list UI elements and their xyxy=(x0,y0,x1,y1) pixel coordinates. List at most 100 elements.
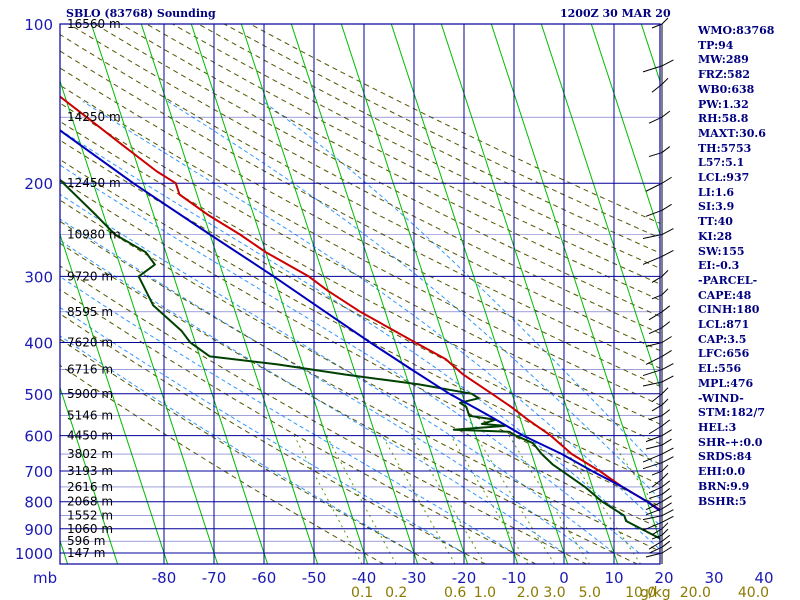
wind-barb xyxy=(661,522,669,530)
stability-index: KI:28 xyxy=(698,229,733,243)
height-label: 7620 m xyxy=(67,335,113,349)
stability-index: SRDS:84 xyxy=(698,450,752,464)
parcel-profile-line xyxy=(60,129,660,513)
stability-index: MW:289 xyxy=(698,53,749,67)
dry-adiabat-line xyxy=(60,220,660,552)
wind-barb xyxy=(645,508,663,516)
wind-barb xyxy=(661,270,669,277)
stability-index: EI:-0.3 xyxy=(698,259,740,273)
mixing-ratio-line xyxy=(409,435,486,564)
stability-index: BRN:9.9 xyxy=(698,479,750,493)
wind-barb xyxy=(661,429,672,437)
pressure-tick-label: 800 xyxy=(24,494,53,512)
pressure-tick-label: 200 xyxy=(24,175,53,193)
wind-barb xyxy=(661,110,671,118)
height-label: 9720 m xyxy=(67,269,113,283)
pressure-tick-label: 100 xyxy=(24,16,53,34)
stability-indices-panel: WMO:83768 TP:94 MW:289 FRZ:582 WB0:638 PW:1.3… xyxy=(698,24,798,509)
stability-index: FRZ:582 xyxy=(698,68,751,82)
stability-index: MPL:476 xyxy=(698,376,754,390)
isotherm-line xyxy=(90,24,269,564)
wind-barb xyxy=(661,336,672,343)
stability-index: -WIND- xyxy=(698,391,744,405)
pressure-tick-label: 900 xyxy=(24,521,53,539)
mixing-ratio-line xyxy=(381,435,456,564)
wind-barb xyxy=(645,355,663,365)
height-label: 1552 m xyxy=(67,509,113,523)
mixing-ratio-line xyxy=(450,435,529,564)
wind-barb xyxy=(661,146,671,153)
temperature-tick-label: -60 xyxy=(252,569,277,587)
pressure-tick-label: 700 xyxy=(24,463,53,481)
wind-barb xyxy=(645,342,663,347)
mixing-ratio-label: 2.0 xyxy=(517,585,539,600)
height-label: 12450 m xyxy=(67,176,121,190)
temperature-tick-label: 40 xyxy=(754,569,773,587)
stability-index: WMO:83768 xyxy=(698,24,775,37)
height-label: 5146 m xyxy=(67,409,113,423)
wind-barb xyxy=(661,540,671,548)
wind-barb xyxy=(661,419,671,427)
stability-index: RH:58.8 xyxy=(698,112,749,126)
isotherm-line xyxy=(140,24,319,564)
mixing-ratio-label: 0.6 xyxy=(444,585,466,600)
isotherm-line xyxy=(60,385,119,564)
wind-barb xyxy=(661,464,669,472)
stability-index: L57:5.1 xyxy=(698,156,745,170)
isotherm-line xyxy=(590,24,660,237)
wind-barb xyxy=(661,77,669,85)
wind-barb xyxy=(661,321,671,329)
wind-barb xyxy=(645,435,663,443)
pressure-tick-label: 400 xyxy=(24,334,53,352)
mixing-ratio-label: 5.0 xyxy=(579,585,601,600)
sounding-profiles xyxy=(60,95,660,540)
chart-title: SBLO (83768) Sounding xyxy=(66,7,216,20)
wind-barb xyxy=(661,228,674,235)
mixing-ratio-unit: g/kg xyxy=(640,585,671,600)
isotherm-line xyxy=(0,24,18,564)
wind-barb xyxy=(642,234,663,239)
wind-barb xyxy=(645,209,663,217)
wind-barb xyxy=(661,409,671,417)
height-label: 1060 m xyxy=(67,522,113,536)
wind-barb xyxy=(661,249,674,257)
wind-barb xyxy=(661,472,669,480)
stability-index: EL:556 xyxy=(698,362,742,376)
stability-index: TH:5753 xyxy=(698,141,752,155)
wind-barb xyxy=(661,495,672,503)
stability-index: CAPE:48 xyxy=(698,288,752,302)
dry-adiabat-line xyxy=(60,50,660,369)
mixing-ratio-label: 1.0 xyxy=(474,585,496,600)
isotherm-line xyxy=(240,24,419,564)
wind-barb xyxy=(661,17,669,25)
wind-barb xyxy=(642,462,663,470)
temperature-tick-label: -10 xyxy=(502,569,527,587)
temperature-tick-label: -80 xyxy=(152,569,177,587)
wind-barb xyxy=(661,480,671,488)
stability-index: PW:1.32 xyxy=(698,97,749,111)
wind-barb xyxy=(661,363,674,370)
wind-barb xyxy=(661,509,674,517)
moist-adiabat-line xyxy=(60,218,590,554)
wind-barb xyxy=(661,59,674,67)
isotherm-line xyxy=(540,24,660,390)
mixing-ratio-line xyxy=(556,435,642,564)
wind-barb xyxy=(661,203,672,211)
dry-adiabat-line xyxy=(146,24,660,285)
pressure-tick-label: 500 xyxy=(24,386,53,404)
height-label: 596 m xyxy=(67,534,105,548)
chart-datetime: 1200Z 30 MAR 20 xyxy=(560,7,671,20)
plot-area xyxy=(60,24,660,564)
wind-barb xyxy=(661,375,674,383)
isotherm-line xyxy=(60,79,219,564)
wind-barb xyxy=(661,456,674,464)
height-label: 2068 m xyxy=(67,495,113,509)
stability-index: LI:1.6 xyxy=(698,185,735,199)
stability-index: LCL:871 xyxy=(698,318,750,332)
wind-barb xyxy=(661,349,672,357)
moist-adiabat-line xyxy=(60,275,515,554)
wind-barb xyxy=(661,288,669,296)
dry-adiabat-line xyxy=(120,24,660,301)
plot-frame xyxy=(59,23,661,565)
